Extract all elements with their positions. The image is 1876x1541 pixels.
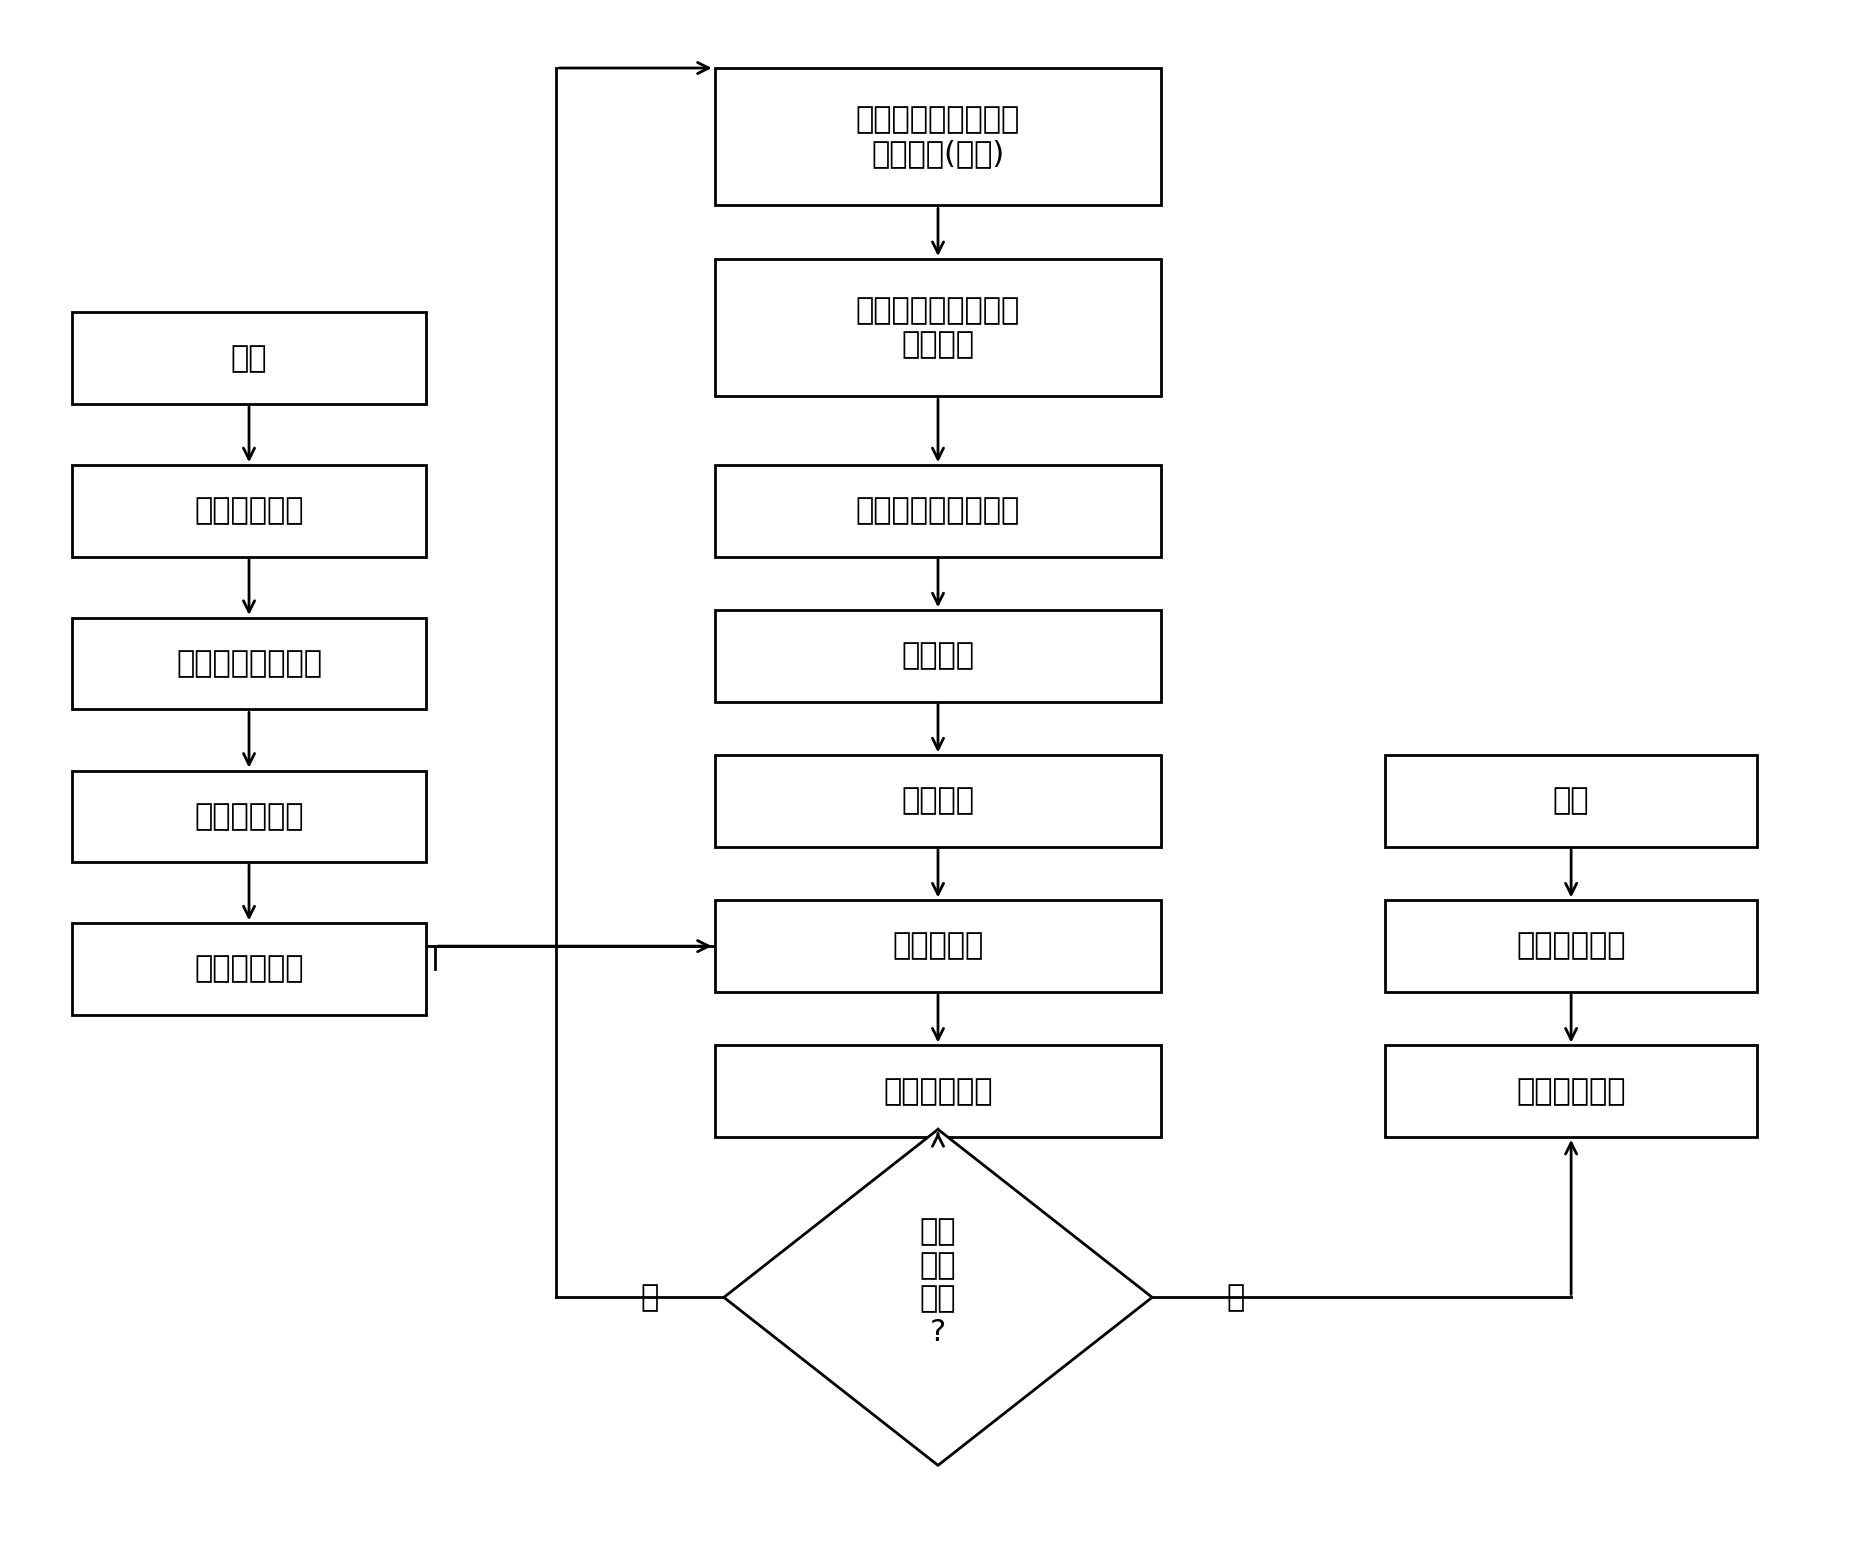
FancyBboxPatch shape bbox=[715, 259, 1161, 396]
Text: 是否
结束
测量
?: 是否 结束 测量 ? bbox=[919, 1217, 957, 1347]
Polygon shape bbox=[724, 1130, 1152, 1465]
Text: 结束: 结束 bbox=[1553, 786, 1589, 815]
FancyBboxPatch shape bbox=[715, 68, 1161, 205]
FancyBboxPatch shape bbox=[715, 465, 1161, 556]
Text: 开始: 开始 bbox=[231, 344, 266, 373]
FancyBboxPatch shape bbox=[71, 923, 426, 1016]
Text: 关闭通信连接: 关闭通信连接 bbox=[1516, 932, 1626, 960]
FancyBboxPatch shape bbox=[715, 900, 1161, 992]
Text: 蓝牙传输和接收单元
退出休眠: 蓝牙传输和接收单元 退出休眠 bbox=[855, 296, 1021, 359]
FancyBboxPatch shape bbox=[715, 1045, 1161, 1137]
Text: 数据传输: 数据传输 bbox=[902, 786, 974, 815]
Text: 新的测量值等待发送: 新的测量值等待发送 bbox=[855, 496, 1021, 525]
FancyBboxPatch shape bbox=[1384, 900, 1758, 992]
Text: 启用通报指令: 启用通报指令 bbox=[195, 801, 304, 831]
FancyBboxPatch shape bbox=[715, 755, 1161, 848]
FancyBboxPatch shape bbox=[1384, 755, 1758, 848]
Text: 蓝牙传输和接收单元
进入休眠(节电): 蓝牙传输和接收单元 进入休眠(节电) bbox=[855, 105, 1021, 168]
Text: 数据封装: 数据封装 bbox=[902, 641, 974, 670]
Text: 设置测量时间间隔: 设置测量时间间隔 bbox=[176, 649, 323, 678]
FancyBboxPatch shape bbox=[71, 770, 426, 861]
Text: 否: 否 bbox=[640, 1282, 658, 1311]
Text: 数据解封装: 数据解封装 bbox=[893, 932, 983, 960]
Text: 是: 是 bbox=[1227, 1282, 1246, 1311]
Text: 启动测量开关: 启动测量开关 bbox=[195, 954, 304, 983]
Text: 建立通信连接: 建立通信连接 bbox=[195, 496, 304, 525]
FancyBboxPatch shape bbox=[71, 313, 426, 404]
Text: 关闭测量开关: 关闭测量开关 bbox=[1516, 1077, 1626, 1106]
FancyBboxPatch shape bbox=[715, 610, 1161, 701]
FancyBboxPatch shape bbox=[1384, 1045, 1758, 1137]
FancyBboxPatch shape bbox=[71, 465, 426, 556]
FancyBboxPatch shape bbox=[71, 618, 426, 709]
Text: 进行数据存储: 进行数据存储 bbox=[884, 1077, 992, 1106]
